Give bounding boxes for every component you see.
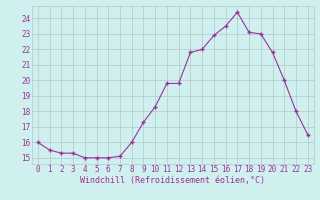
X-axis label: Windchill (Refroidissement éolien,°C): Windchill (Refroidissement éolien,°C)	[80, 176, 265, 185]
